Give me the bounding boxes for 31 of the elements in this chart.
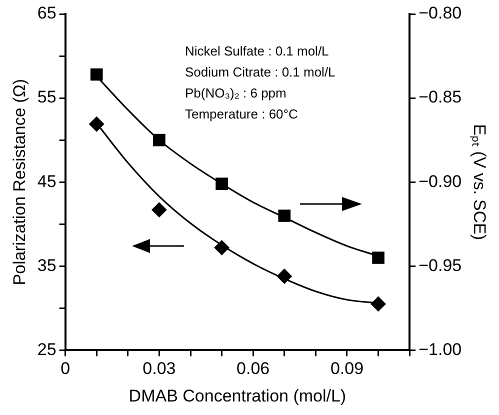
annotation: Sodium Citrate : 0.1 mol/L bbox=[185, 64, 336, 80]
annotation: Temperature : 60°C bbox=[185, 106, 298, 122]
y-tick-label: 25 bbox=[37, 340, 56, 359]
annotation: Pb(NO₃)₂ : 6 ppm bbox=[185, 86, 286, 101]
point bbox=[370, 296, 386, 312]
y2-tick-label: −0.85 bbox=[418, 88, 462, 107]
x-tick-label: 0.03 bbox=[142, 359, 176, 378]
y2-tick-label: −0.80 bbox=[418, 4, 462, 23]
point bbox=[153, 134, 166, 146]
point bbox=[90, 68, 103, 81]
point bbox=[216, 178, 228, 190]
y2-tick-label: −1.00 bbox=[418, 340, 462, 359]
point bbox=[278, 210, 291, 222]
y2-tick-label: −0.95 bbox=[418, 256, 462, 275]
x-axis-title: DMAB Concentration (mol/L) bbox=[128, 386, 346, 406]
x-tick-label: 0.06 bbox=[236, 359, 270, 378]
y2-axis-title: Eₚₜ (V vs. SCE) bbox=[469, 124, 490, 240]
x-tick-label: 0 bbox=[60, 359, 70, 378]
point bbox=[152, 202, 167, 218]
point bbox=[276, 268, 292, 284]
point bbox=[89, 116, 104, 132]
point bbox=[372, 252, 384, 264]
annotation: Nickel Sulfate : 0.1 mol/L bbox=[185, 44, 329, 59]
y-tick-label: 55 bbox=[37, 88, 56, 107]
y-axis-title: Polarization Resistance (Ω) bbox=[10, 78, 29, 286]
y-tick-label: 35 bbox=[37, 256, 56, 275]
y2-tick-label: −0.90 bbox=[418, 172, 462, 191]
x-tick-label: 0.09 bbox=[330, 359, 364, 378]
y-tick-label: 65 bbox=[37, 4, 56, 23]
point bbox=[214, 240, 230, 256]
y-tick-label: 45 bbox=[37, 172, 56, 191]
